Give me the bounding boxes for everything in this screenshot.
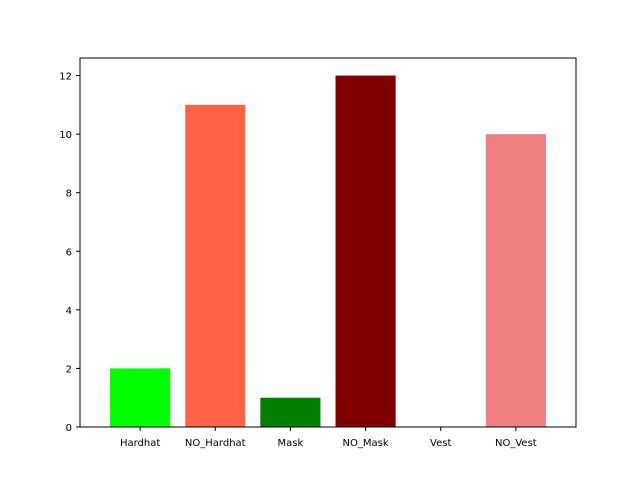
y-tick-label: 2 [66, 364, 72, 375]
x-axis: Hardhat NO_Hardhat Mask NO_Mask Vest NO_Vest [120, 427, 537, 449]
x-tick-label: Hardhat [120, 438, 160, 449]
y-axis: 0 2 4 6 8 10 12 [59, 72, 80, 434]
y-tick-label: 6 [66, 247, 72, 258]
x-tick-label: Mask [278, 438, 304, 449]
y-tick-label: 10 [59, 130, 72, 141]
y-tick-label: 0 [66, 423, 72, 434]
bar-no-hardhat [185, 104, 246, 427]
x-tick-label: Vest [430, 438, 451, 449]
bar-no-mask [335, 75, 396, 428]
bar-mask [260, 397, 321, 427]
x-tick-label: NO_Vest [495, 438, 537, 449]
bar-hardhat [110, 368, 171, 427]
bars-group [110, 75, 546, 428]
x-tick-label: NO_Mask [343, 438, 389, 449]
plot-frame [79, 57, 577, 428]
x-tick-label: NO_Hardhat [185, 438, 246, 449]
y-tick-label: 4 [66, 306, 72, 317]
y-tick-label: 8 [66, 189, 72, 200]
y-tick-label: 12 [59, 72, 72, 83]
bar-no-vest [485, 134, 546, 427]
